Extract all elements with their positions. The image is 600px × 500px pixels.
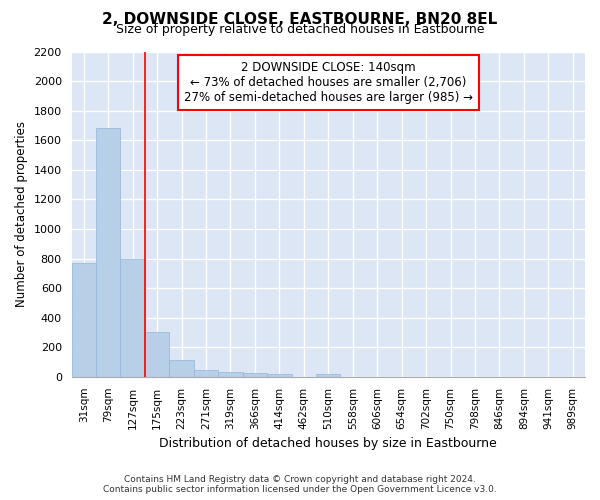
Text: Contains HM Land Registry data © Crown copyright and database right 2024.
Contai: Contains HM Land Registry data © Crown c… — [103, 474, 497, 494]
Text: 2 DOWNSIDE CLOSE: 140sqm
← 73% of detached houses are smaller (2,706)
27% of sem: 2 DOWNSIDE CLOSE: 140sqm ← 73% of detach… — [184, 62, 473, 104]
Bar — [71, 263, 96, 377]
Bar — [194, 370, 218, 377]
Bar — [316, 374, 340, 377]
Text: 2, DOWNSIDE CLOSE, EASTBOURNE, BN20 8EL: 2, DOWNSIDE CLOSE, EASTBOURNE, BN20 8EL — [103, 12, 497, 28]
Bar — [169, 360, 194, 377]
Bar — [242, 373, 267, 377]
Bar — [267, 374, 292, 377]
Bar — [96, 128, 121, 377]
Bar — [145, 332, 169, 377]
X-axis label: Distribution of detached houses by size in Eastbourne: Distribution of detached houses by size … — [160, 437, 497, 450]
Y-axis label: Number of detached properties: Number of detached properties — [15, 121, 28, 307]
Text: Size of property relative to detached houses in Eastbourne: Size of property relative to detached ho… — [116, 22, 484, 36]
Bar — [121, 258, 145, 377]
Bar — [218, 372, 242, 377]
